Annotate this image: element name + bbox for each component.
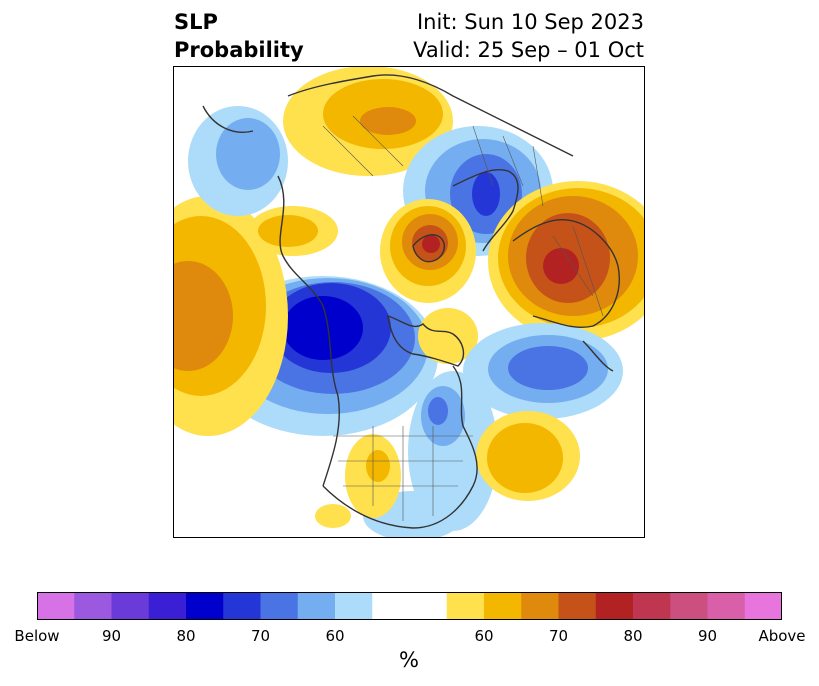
title-product: Probability [174, 38, 304, 62]
colorbar-tick-label: 80 [623, 627, 643, 645]
map-frame [173, 66, 645, 538]
colorbar-tick-label: 70 [250, 627, 271, 645]
colorbar-cell [223, 592, 261, 620]
colorbar-cell [372, 592, 410, 620]
colorbar-cell [484, 592, 522, 620]
anomaly-region-europe-high [488, 181, 645, 341]
map-dates: Init: Sun 10 Sep 2023 Valid: 25 Sep – 01… [413, 8, 644, 64]
colorbar-cell [74, 592, 112, 620]
colorbar-cell [111, 592, 150, 620]
colorbar-cell [521, 592, 559, 620]
init-date: Init: Sun 10 Sep 2023 [416, 10, 644, 34]
colorbar-cell [670, 592, 708, 620]
probability-colorbar [37, 592, 782, 620]
colorbar-frame [37, 592, 782, 620]
colorbar-cell [707, 592, 746, 620]
anomaly-region-atlantic-low [463, 323, 623, 419]
colorbar-cell [558, 592, 597, 620]
colorbar-tick-label: Above [758, 627, 806, 645]
anomaly-region-atlantic-high [476, 411, 580, 501]
colorbar-cell [260, 592, 299, 620]
colorbar-cell [633, 592, 671, 620]
anomaly-region-siberia-low [188, 106, 288, 216]
anomaly-region-pacific-high [173, 196, 338, 436]
coastlines [202, 74, 620, 529]
colorbar-tick-label: 90 [101, 627, 122, 645]
colorbar-cell [595, 592, 634, 620]
colorbar-cell [409, 592, 448, 620]
colorbar-cell [186, 592, 224, 620]
map-title: SLP Probability [174, 8, 304, 64]
colorbar-cell [148, 592, 187, 620]
polar-probability-map [173, 66, 645, 538]
colorbar-cell [335, 592, 373, 620]
colorbar-cell [297, 592, 336, 620]
valid-range: Valid: 25 Sep – 01 Oct [413, 38, 644, 62]
colorbar-cell [446, 592, 485, 620]
colorbar-tick-label: Below [14, 627, 60, 645]
title-variable: SLP [174, 10, 218, 34]
colorbar-tick-label: 90 [697, 627, 718, 645]
anomaly-region-asia-high [283, 66, 453, 176]
colorbar-tick-label: 60 [325, 627, 345, 645]
colorbar-tick-label: 70 [548, 627, 569, 645]
colorbar-cell [37, 592, 75, 620]
political-borders [322, 115, 604, 521]
anomaly-region-polar-high [380, 199, 476, 303]
colorbar-unit-label: % [399, 648, 419, 672]
colorbar-cell [744, 592, 782, 620]
colorbar-tick-label: 60 [474, 627, 494, 645]
colorbar-tick-label: 80 [176, 627, 196, 645]
